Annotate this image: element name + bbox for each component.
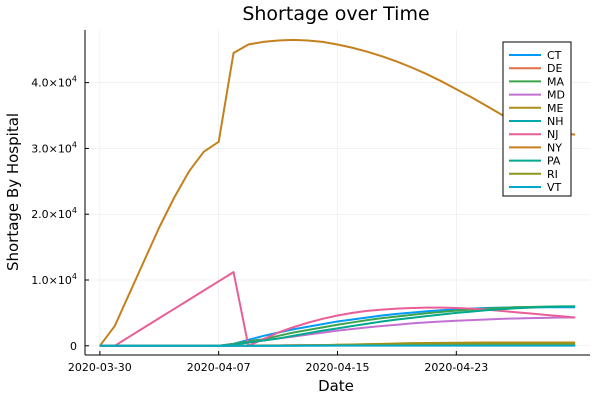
legend-label-vt: VT	[547, 181, 562, 194]
legend-label-ct: CT	[547, 49, 562, 62]
legend-label-nh: NH	[547, 115, 564, 128]
x-tick-label: 2020-04-15	[306, 361, 370, 374]
series-lines	[99, 38, 576, 347]
x-tick-label: 2020-03-30	[68, 361, 132, 374]
series-line-ny	[99, 38, 576, 347]
x-tick-label: 2020-04-23	[424, 361, 488, 374]
x-ticks: 2020-03-30 2020-04-07 2020-04-15 2020-04-23	[68, 351, 488, 374]
y-tick-label: 2.0×104	[31, 206, 77, 221]
legend-label-ri: RI	[547, 168, 558, 181]
legend-label-pa: PA	[547, 155, 561, 168]
y-tick-label: 3.0×104	[31, 140, 77, 155]
legend-label-ma: MA	[547, 75, 564, 88]
y-axis-label: Shortage By Hospital	[4, 113, 22, 271]
x-axis-label: Date	[318, 377, 354, 395]
legend-label-ny: NY	[547, 141, 562, 154]
legend-label-md: MD	[547, 89, 565, 102]
y-tick-label: 0	[70, 340, 77, 353]
legend-label-me: ME	[547, 102, 563, 115]
y-tick-label: 4.0×104	[31, 75, 77, 90]
legend-label-de: DE	[547, 62, 562, 75]
legend-label-nj: NJ	[547, 128, 558, 141]
y-ticks: 0 1.0×104 2.0×104 3.0×104 4.0×104	[31, 75, 89, 353]
x-tick-label: 2020-04-07	[187, 361, 251, 374]
y-tick-label: 1.0×104	[31, 272, 77, 287]
chart-title: Shortage over Time	[242, 3, 429, 25]
